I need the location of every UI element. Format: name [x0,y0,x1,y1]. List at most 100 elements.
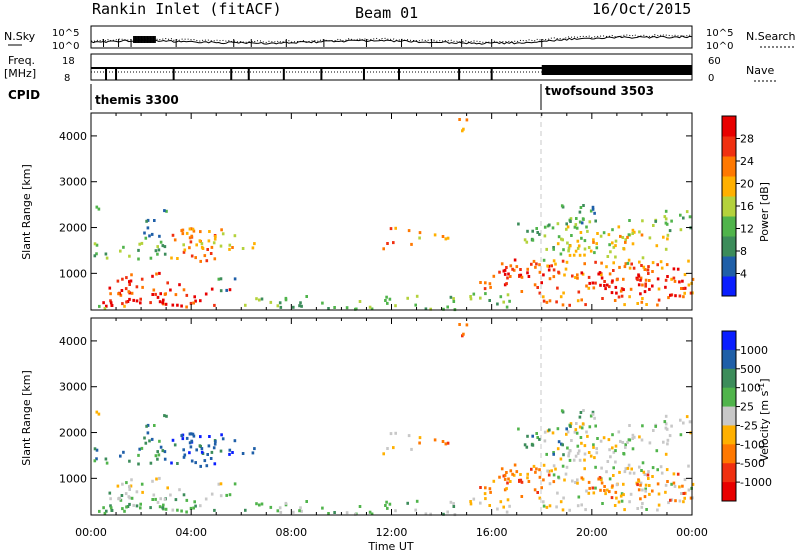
power-cell-341 [619,289,623,293]
power-cell-435 [568,253,572,257]
power-cell-414 [603,284,606,287]
power-cell-442 [542,258,546,262]
velocity-cell-505 [562,453,565,457]
velocity-cbtick-label-5: -100 [740,438,765,451]
power-cell-292 [629,287,633,291]
velocity-cell-155 [165,414,168,418]
power-cell-384 [600,276,604,280]
velocity-cell-77 [189,506,193,510]
velocity-cell-286 [680,492,683,495]
power-colorbar-label: Power [dB] [758,182,771,242]
power-cell-274 [496,302,499,306]
velocity-cell-393 [636,483,639,487]
velocity-cell-146 [191,432,195,436]
velocity-cell-73 [158,505,162,509]
velocity-cell-277 [502,505,505,509]
velocity-cell-297 [632,471,636,475]
velocity-cell-266 [520,480,524,484]
power-cell-337 [594,260,597,264]
power-cell-114 [190,234,193,238]
velocity-cell-26 [135,504,139,508]
velocity-cell-282 [640,505,644,509]
velocity-cell-404 [591,486,595,490]
power-cell-477 [587,246,591,249]
velocity-cell-112 [199,464,202,468]
power-cell-437 [631,228,635,232]
power-cell-340 [638,260,641,264]
power-cell-362 [623,265,627,269]
power-cell-546 [679,228,683,232]
power-cell-500 [526,229,529,233]
velocity-cell-1 [95,457,98,461]
power-cell-41 [128,297,131,301]
power-cell-327 [608,272,612,276]
velocity-cell-326 [670,498,674,502]
power-cell-378 [641,283,644,287]
power-cell-506 [531,229,534,233]
power-cell-284 [644,278,648,282]
power-cell-50 [163,292,167,296]
velocity-cell-491 [545,452,548,456]
power-cell-507 [531,238,535,242]
velocity-cell-518 [614,444,618,448]
velocity-cell-238 [530,467,533,471]
velocity-cell-48 [121,482,124,486]
power-cell-53 [141,285,144,289]
velocity-cell-296 [571,479,574,483]
power-cell-242 [503,272,507,276]
time-tick-label-3: 12:00 [376,526,408,539]
power-cbtick-label-1: 8 [740,245,747,258]
power-cell-112 [199,259,202,263]
power-cell-406 [648,287,651,291]
velocity-cell-273 [506,498,510,502]
velocity-cell-142 [212,446,216,450]
power-cell-373 [641,297,644,300]
power-cell-25 [169,288,172,292]
power-cell-368 [563,273,566,277]
velocity-cell-150 [146,423,150,427]
velocity-cell-365 [687,488,691,492]
power-cell-92 [137,248,140,252]
velocity-cell-24 [119,498,123,502]
velocity-cell-219 [458,323,461,326]
velocity-cell-403 [597,477,600,481]
power-cell-273 [506,293,510,297]
velocity-cell-449 [577,449,581,453]
power-cell-129 [200,242,204,246]
velocity-cell-387 [622,493,625,497]
frequency-right-tick-top: 60 [708,56,721,67]
velocity-cell-291 [627,463,631,467]
time-tick-label-4: 16:00 [476,526,508,539]
power-cell-88 [137,257,140,261]
velocity-cell-321 [683,478,687,482]
velocity-cell-494 [552,452,555,456]
power-cell-138 [200,245,204,249]
velocity-cell-559 [591,412,595,416]
velocity-cell-401 [587,480,591,484]
power-cell-180 [321,301,324,305]
power-cell-85 [119,249,122,253]
velocity-cell-356 [574,481,577,484]
power-cell-158 [163,209,166,213]
power-cell-418 [672,267,676,271]
power-cell-78 [123,304,126,308]
power-cell-319 [651,270,654,273]
power-cell-77 [189,301,193,305]
velocity-cell-261 [552,480,556,484]
frequency-right-tick-bottom: 0 [708,73,714,84]
power-cell-265 [538,270,542,274]
power-cell-188 [394,304,397,308]
velocity-cell-386 [615,496,618,500]
power-cell-281 [623,303,626,307]
velocity-cell-284 [644,483,648,487]
velocity-cell-533 [670,424,673,428]
velocity-cell-91 [140,446,144,450]
power-cell-63 [151,293,154,296]
velocity-cell-236 [538,496,542,500]
power-cell-26 [135,299,139,303]
power-cell-69 [171,303,175,307]
velocity-cell-52 [135,490,139,494]
power-cell-496 [523,238,527,242]
velocity-cell-300 [643,473,647,476]
velocity-cell-90 [156,450,159,454]
